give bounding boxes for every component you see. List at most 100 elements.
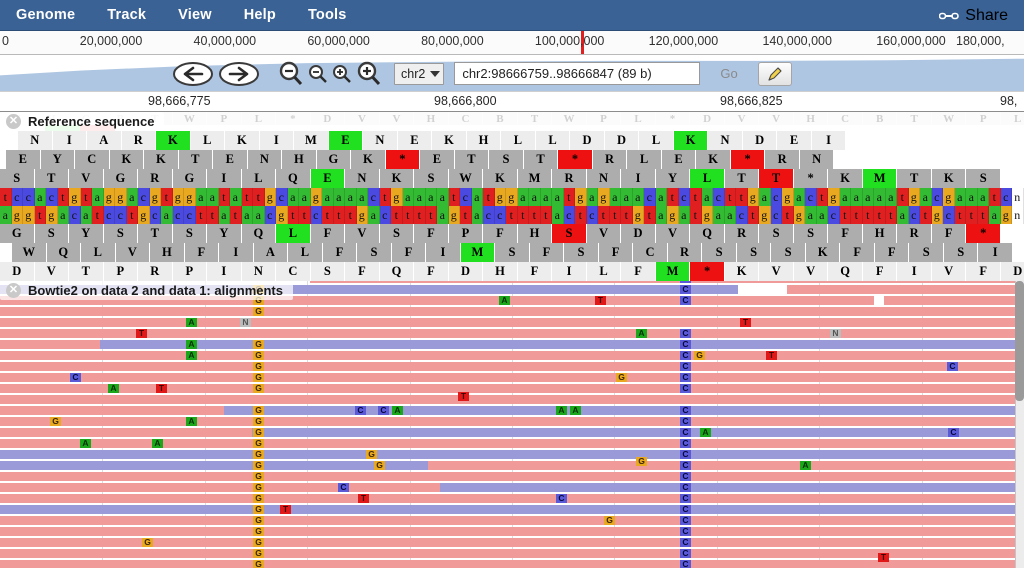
snp-marker-N[interactable]: N: [240, 318, 251, 327]
snp-marker-C[interactable]: C: [680, 428, 691, 437]
reference-sequence-track-header[interactable]: ✕ Reference sequence: [0, 112, 165, 131]
alignment-read[interactable]: [0, 560, 1024, 568]
snp-marker-G[interactable]: G: [374, 461, 385, 470]
arrow-right-icon[interactable]: [218, 61, 260, 87]
snp-marker-T[interactable]: T: [766, 351, 777, 360]
alignment-read[interactable]: [884, 296, 1024, 305]
snp-marker-T[interactable]: T: [156, 384, 167, 393]
close-circle-icon[interactable]: ✕: [6, 114, 21, 129]
snp-marker-G[interactable]: G: [253, 362, 264, 371]
snp-marker-G[interactable]: G: [253, 483, 264, 492]
snp-marker-A[interactable]: A: [800, 461, 811, 470]
alignment-read[interactable]: [0, 296, 874, 305]
alignments-track-header[interactable]: ✕ Bowtie2 on data 2 and data 1: alignmen…: [0, 281, 293, 300]
snp-marker-G[interactable]: G: [253, 516, 264, 525]
snp-marker-G[interactable]: G: [253, 340, 264, 349]
snp-marker-T[interactable]: T: [358, 494, 369, 503]
snp-marker-C[interactable]: C: [948, 428, 959, 437]
alignment-read[interactable]: [190, 384, 1024, 393]
snp-marker-G[interactable]: G: [253, 417, 264, 426]
snp-marker-C[interactable]: C: [680, 494, 691, 503]
scrollbar-thumb[interactable]: [1015, 281, 1024, 401]
snp-marker-G[interactable]: G: [253, 351, 264, 360]
snp-marker-G[interactable]: G: [253, 549, 264, 558]
alignment-read[interactable]: [248, 417, 1024, 426]
snp-marker-G[interactable]: G: [253, 428, 264, 437]
snp-marker-C[interactable]: C: [680, 384, 691, 393]
snp-marker-C[interactable]: C: [680, 285, 691, 294]
snp-marker-C[interactable]: C: [680, 483, 691, 492]
alignment-read[interactable]: [520, 538, 1024, 547]
snp-marker-G[interactable]: G: [253, 494, 264, 503]
snp-marker-C[interactable]: C: [338, 483, 349, 492]
snp-marker-C[interactable]: C: [378, 406, 389, 415]
snp-marker-C[interactable]: C: [680, 406, 691, 415]
share-button[interactable]: Share: [931, 0, 1016, 31]
snp-marker-A[interactable]: A: [186, 340, 197, 349]
alignment-read[interactable]: [100, 340, 1024, 349]
snp-marker-G[interactable]: G: [253, 538, 264, 547]
alignment-read[interactable]: [440, 483, 1024, 492]
snp-marker-T[interactable]: T: [458, 392, 469, 401]
snp-marker-C[interactable]: C: [680, 362, 691, 371]
zoom-in-small-icon[interactable]: [332, 64, 352, 84]
snp-marker-C[interactable]: C: [680, 516, 691, 525]
alignment-read[interactable]: [224, 406, 1024, 415]
snp-marker-A[interactable]: A: [108, 384, 119, 393]
alignment-read[interactable]: [172, 362, 1024, 371]
snp-marker-G[interactable]: G: [636, 457, 647, 466]
alignment-read[interactable]: [260, 439, 1024, 448]
alignments-track[interactable]: ACCACGCAGCGTNTACTNAAGCAGCGTGCCCATGGCTGCC…: [0, 281, 1024, 568]
alignment-read[interactable]: [212, 395, 1024, 404]
location-input[interactable]: chr2:98666759..98666847 (89 b): [454, 62, 701, 85]
snp-marker-C[interactable]: C: [680, 527, 691, 536]
snp-marker-T[interactable]: T: [136, 329, 147, 338]
alignment-read[interactable]: [787, 285, 1024, 294]
snp-marker-C[interactable]: C: [680, 281, 691, 283]
snp-marker-G[interactable]: G: [253, 527, 264, 536]
snp-marker-A[interactable]: A: [700, 428, 711, 437]
snp-marker-C[interactable]: C: [680, 549, 691, 558]
alignment-read[interactable]: [400, 450, 1024, 459]
snp-marker-G[interactable]: G: [253, 472, 264, 481]
snp-marker-G[interactable]: G: [366, 450, 377, 459]
snp-marker-C[interactable]: C: [680, 296, 691, 305]
close-circle-icon[interactable]: ✕: [6, 283, 21, 298]
alignment-read[interactable]: [0, 318, 1024, 327]
menu-item-genome[interactable]: Genome: [16, 6, 76, 23]
arrow-left-icon[interactable]: [172, 61, 214, 87]
alignment-read[interactable]: [470, 516, 1024, 525]
alignment-read[interactable]: [0, 285, 738, 294]
snp-marker-A[interactable]: A: [392, 406, 403, 415]
reference-sequence-select[interactable]: chr2: [394, 62, 445, 85]
snp-marker-C[interactable]: C: [680, 439, 691, 448]
snp-marker-C[interactable]: C: [680, 538, 691, 547]
snp-marker-A[interactable]: A: [152, 439, 163, 448]
alignment-read[interactable]: [140, 351, 1024, 360]
alignment-read[interactable]: [452, 494, 1024, 503]
snp-marker-C[interactable]: C: [680, 373, 691, 382]
alignment-read[interactable]: [0, 538, 1024, 547]
snp-marker-A[interactable]: A: [186, 318, 197, 327]
alignment-read[interactable]: [0, 329, 1024, 338]
snp-marker-G[interactable]: G: [604, 516, 615, 525]
snp-marker-G[interactable]: G: [253, 373, 264, 382]
overview-ruler[interactable]: 0 20,000,000 40,000,000 60,000,000 80,000,00…: [0, 31, 1024, 55]
snp-marker-C[interactable]: C: [70, 373, 81, 382]
snp-marker-G[interactable]: G: [253, 307, 264, 316]
snp-marker-G[interactable]: G: [50, 417, 61, 426]
snp-marker-C[interactable]: C: [680, 505, 691, 514]
snp-marker-G[interactable]: G: [253, 560, 264, 568]
snp-marker-G[interactable]: G: [253, 384, 264, 393]
menu-item-help[interactable]: Help: [243, 6, 276, 23]
snp-marker-G[interactable]: G: [142, 538, 153, 547]
menu-item-tools[interactable]: Tools: [307, 6, 347, 23]
snp-marker-C[interactable]: C: [680, 417, 691, 426]
snp-marker-C[interactable]: C: [680, 560, 691, 568]
snp-marker-T[interactable]: T: [878, 553, 889, 562]
alignment-read[interactable]: [252, 428, 1024, 437]
alignment-read[interactable]: [466, 505, 1024, 514]
snp-marker-C[interactable]: C: [680, 450, 691, 459]
menu-item-view[interactable]: View: [178, 6, 212, 23]
snp-marker-A[interactable]: A: [499, 296, 510, 305]
